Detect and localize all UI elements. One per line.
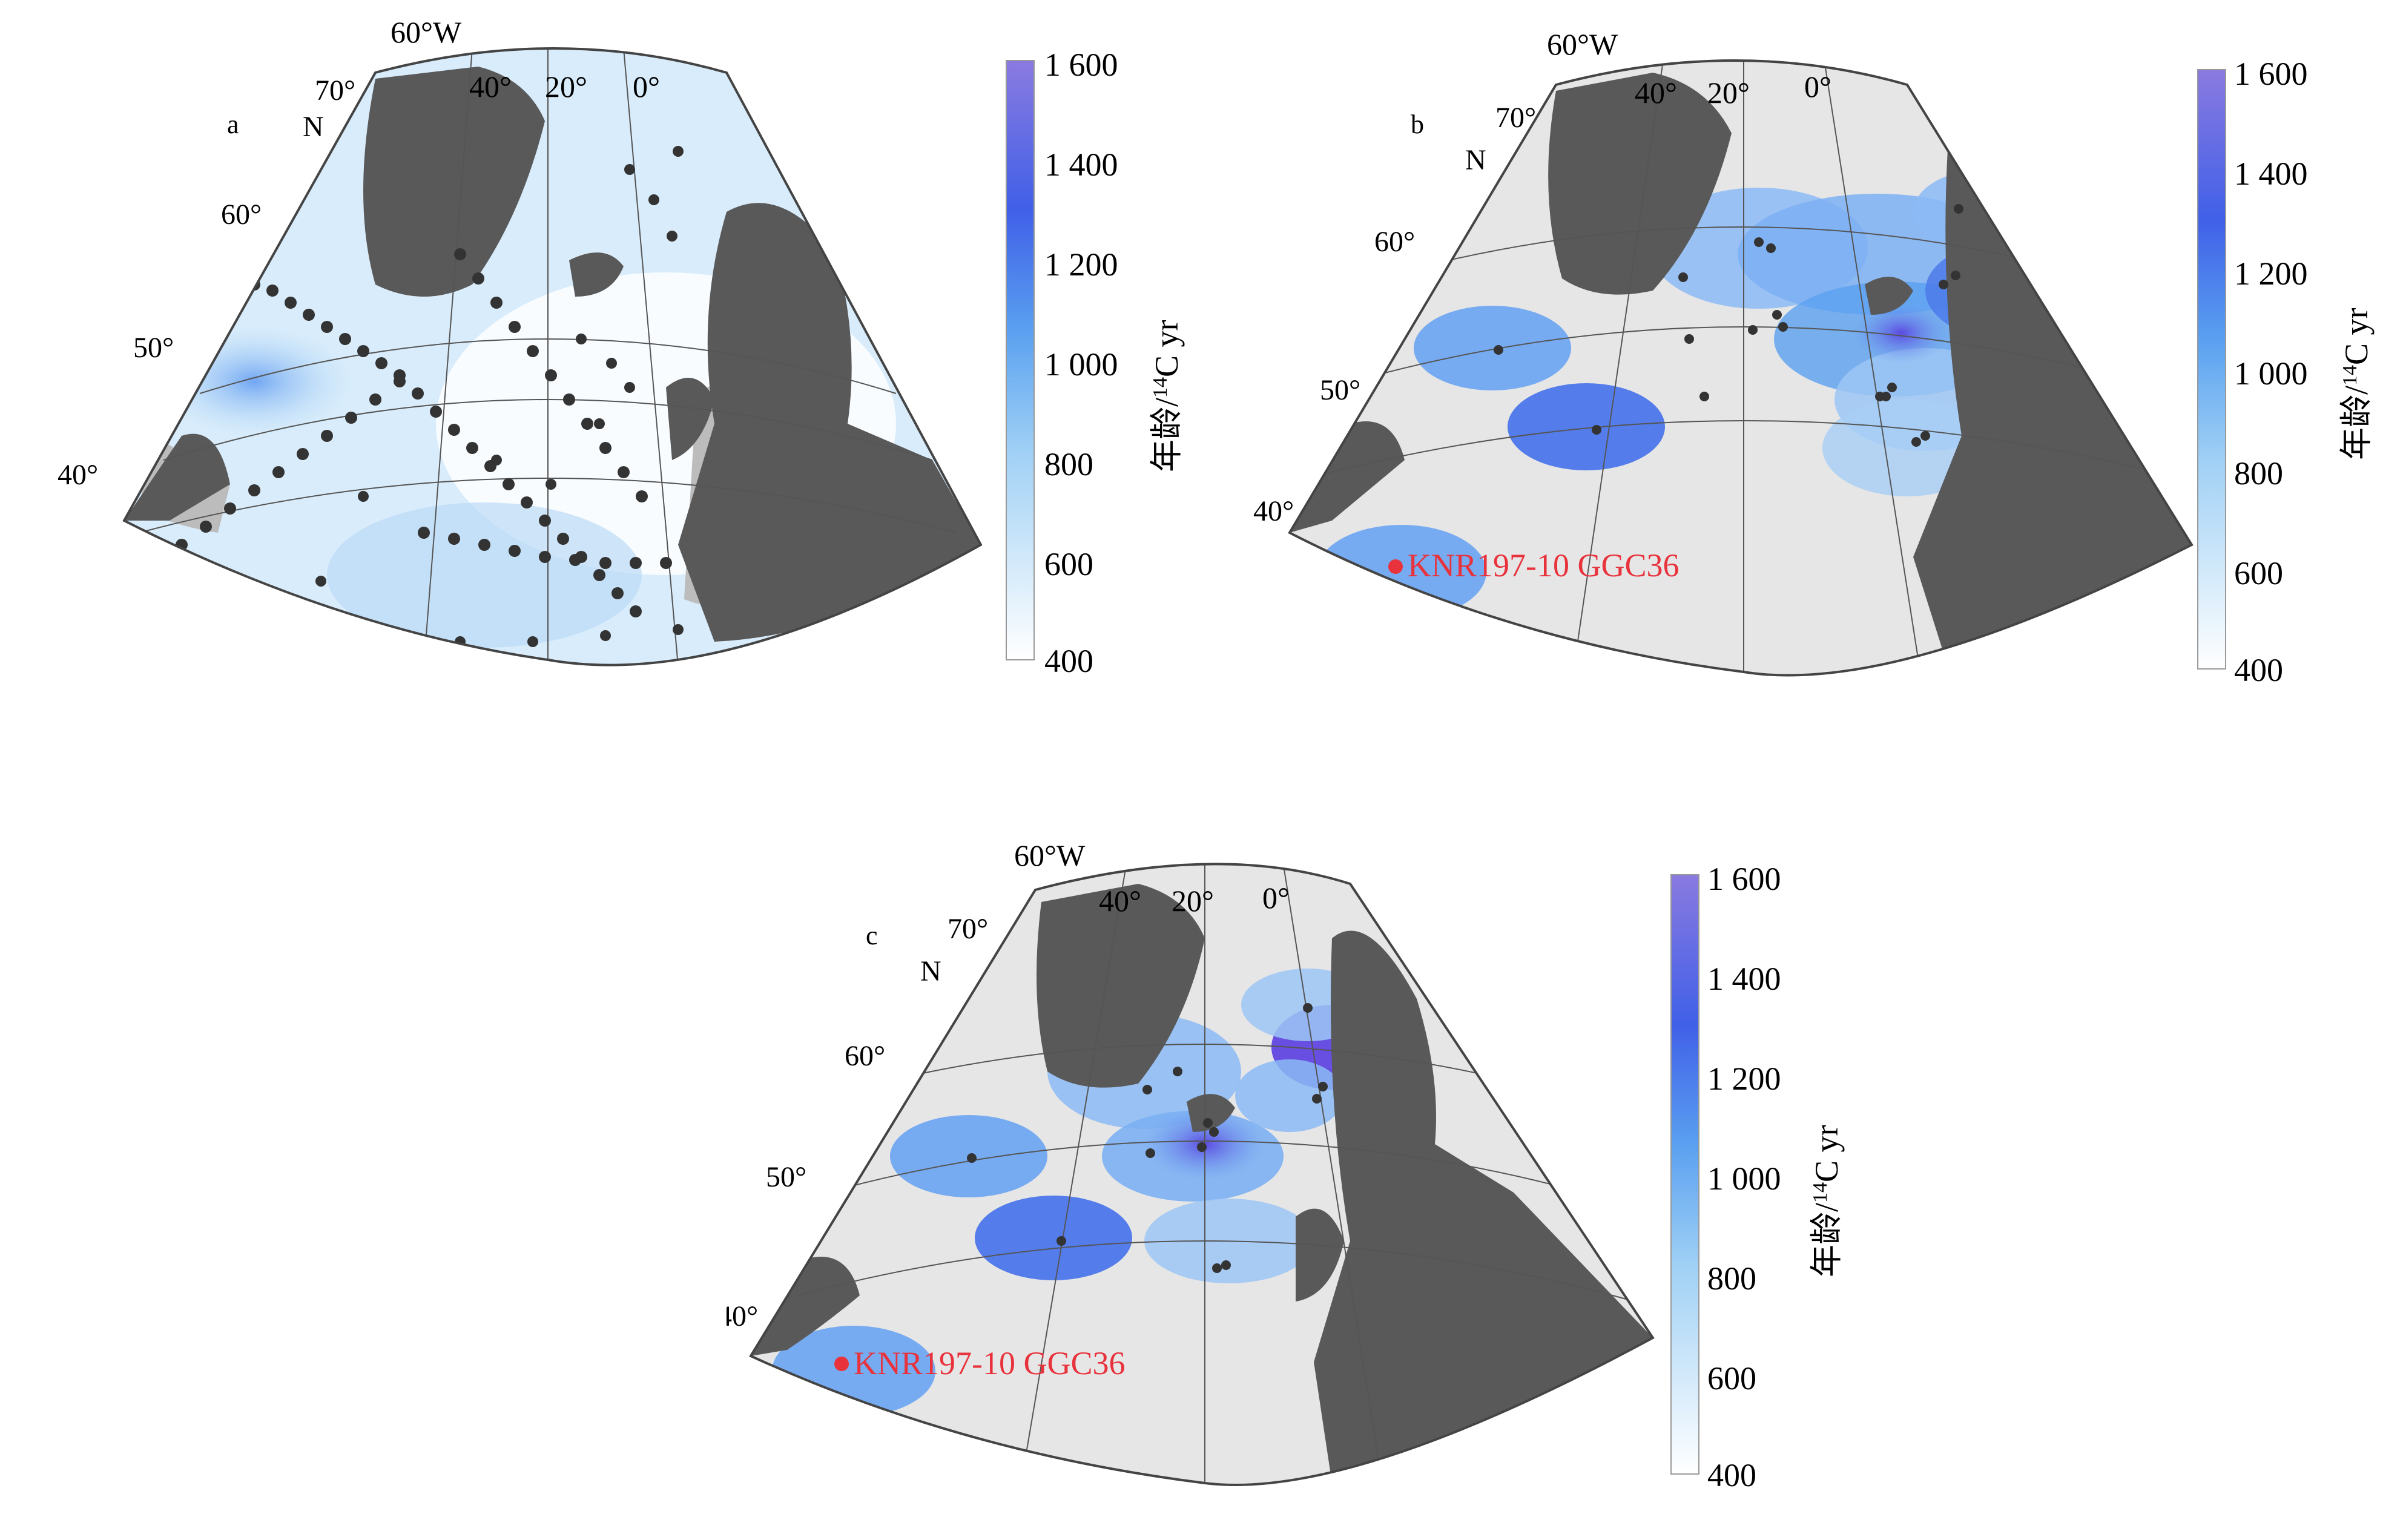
lat-label-70: 70° — [1495, 102, 1536, 134]
panel-b: KNR197-10 GGC36 b 70° N 60° 50° 40° 60°W… — [1211, 0, 2403, 726]
tick-1200: 1 200 — [1707, 1061, 1781, 1097]
land-iceland — [569, 252, 624, 297]
panel-letter: b — [1411, 110, 1424, 139]
lon-label-20: 20° — [545, 70, 587, 104]
lon-label-0: 0° — [1804, 70, 1831, 104]
tick-1000: 1 000 — [1707, 1160, 1781, 1197]
map-a: a 70° N 60° 50° 40° 60°W 40° 20° 0° 1 60… — [58, 15, 1185, 679]
panel-a: a 70° N 60° 50° 40° 60°W 40° 20° 0° 1 60… — [0, 0, 1187, 726]
land-north-america — [751, 1257, 860, 1356]
lat-label-40: 40° — [58, 459, 98, 491]
lat-label-n: N — [303, 111, 324, 143]
core-marker: KNR197-10 GGC36 — [1388, 547, 1679, 584]
tick-600: 600 — [1044, 546, 1093, 582]
lat-label-50: 50° — [766, 1161, 806, 1193]
colorbar-ticks: 1 600 1 400 1 200 1 000 800 600 400 — [1707, 861, 1781, 1493]
core-label: KNR197-10 GGC36 — [1408, 547, 1679, 584]
land-iceland — [1865, 277, 1913, 315]
lat-label-40: 40° — [727, 1300, 758, 1332]
lat-label-n: N — [920, 955, 941, 987]
land-north-america — [124, 433, 230, 521]
land-iceland — [1187, 1094, 1235, 1132]
panel-letter: c — [866, 921, 878, 950]
tick-1600: 1 600 — [1044, 47, 1118, 83]
lon-label-20: 20° — [1707, 76, 1750, 110]
panel-c: KNR197-10 GGC36 c 70° N 60° 50° 40° 60°W… — [717, 817, 1937, 1537]
land-greenland — [1037, 884, 1205, 1088]
land-greenland — [363, 67, 545, 297]
lat-label-50: 50° — [1320, 374, 1360, 406]
colorbar-a: 1 600 1 400 1 200 1 000 800 600 400 年龄/1… — [1006, 47, 1185, 679]
lat-label-n: N — [1465, 144, 1486, 176]
station-dots — [967, 1003, 1328, 1273]
lon-label-20: 20° — [1172, 884, 1214, 918]
lon-label-60w: 60°W — [391, 15, 462, 49]
lat-label-60: 60° — [221, 199, 262, 231]
land-europe — [1913, 111, 2192, 672]
land-north-america — [1290, 421, 1405, 533]
tick-400: 400 — [1044, 643, 1093, 679]
lon-label-0: 0° — [633, 70, 660, 104]
tick-600: 600 — [2234, 555, 2283, 591]
lon-label-40: 40° — [1635, 76, 1677, 110]
tick-600: 600 — [1707, 1360, 1756, 1397]
tick-1600: 1 600 — [1707, 861, 1781, 897]
map-frame — [749, 863, 1655, 1486]
tick-1400: 1 400 — [1044, 146, 1118, 183]
tick-1600: 1 600 — [2234, 56, 2308, 92]
core-marker: KNR197-10 GGC36 — [834, 1345, 1126, 1381]
land-britain — [666, 378, 714, 460]
graticule — [1307, 61, 2180, 672]
colorbar-c: 1 600 1 400 1 200 1 000 800 600 400 年龄/1… — [1670, 861, 1845, 1493]
lat-label-70: 70° — [315, 74, 355, 107]
land-greenland — [1548, 73, 1732, 295]
tick-1400: 1 400 — [2234, 156, 2308, 192]
tick-1000: 1 000 — [1044, 346, 1118, 383]
tick-1200: 1 200 — [2234, 255, 2308, 292]
lon-label-40: 40° — [1099, 884, 1141, 918]
colorbar-title: 年龄/14C yr — [1808, 1125, 1845, 1277]
tick-400: 400 — [2234, 652, 2283, 688]
high-age-region — [157, 327, 351, 436]
colorbar-title: 年龄/14C yr — [1149, 320, 1185, 472]
colorbar-b: 1 600 1 400 1 200 1 000 800 600 400 年龄/1… — [2197, 56, 2375, 688]
map-frame — [122, 47, 983, 666]
map-frame — [1288, 59, 2194, 677]
panel-letter: a — [227, 110, 239, 139]
lon-label-60w: 60°W — [1547, 27, 1618, 61]
lat-label-70: 70° — [948, 913, 988, 945]
station-dots — [1494, 204, 1963, 447]
station-dots — [176, 146, 684, 647]
colorbar-title: 年龄/14C yr — [2338, 308, 2375, 460]
tick-1400: 1 400 — [1707, 961, 1781, 997]
tick-1200: 1 200 — [1044, 246, 1118, 283]
colorbar-ticks: 1 600 1 400 1 200 1 000 800 600 400 — [1044, 47, 1118, 679]
tick-1000: 1 000 — [2234, 355, 2308, 392]
lon-label-40: 40° — [469, 70, 512, 104]
lat-label-60: 60° — [1374, 226, 1415, 258]
tick-800: 800 — [1044, 446, 1093, 482]
colorbar-ticks: 1 600 1 400 1 200 1 000 800 600 400 — [2234, 56, 2308, 688]
tick-800: 800 — [1707, 1260, 1756, 1297]
core-label: KNR197-10 GGC36 — [854, 1345, 1126, 1381]
land-britain — [1296, 1208, 1344, 1301]
graticule — [774, 864, 1635, 1483]
tick-400: 400 — [1707, 1457, 1756, 1493]
map-c: KNR197-10 GGC36 c 70° N 60° 50° 40° 60°W… — [717, 838, 1845, 1493]
tick-800: 800 — [2234, 455, 2283, 492]
map-b: KNR197-10 GGC36 b 70° N 60° 50° 40° 60°W… — [1253, 27, 2375, 688]
lat-label-60: 60° — [845, 1040, 885, 1072]
land-europe — [678, 203, 981, 642]
lat-label-50: 50° — [133, 332, 174, 364]
lat-label-40: 40° — [1253, 495, 1294, 527]
lon-label-60w: 60°W — [1014, 838, 1086, 872]
land-europe — [1314, 930, 1653, 1483]
land-britain — [1968, 382, 2010, 466]
lon-label-0: 0° — [1262, 881, 1290, 915]
